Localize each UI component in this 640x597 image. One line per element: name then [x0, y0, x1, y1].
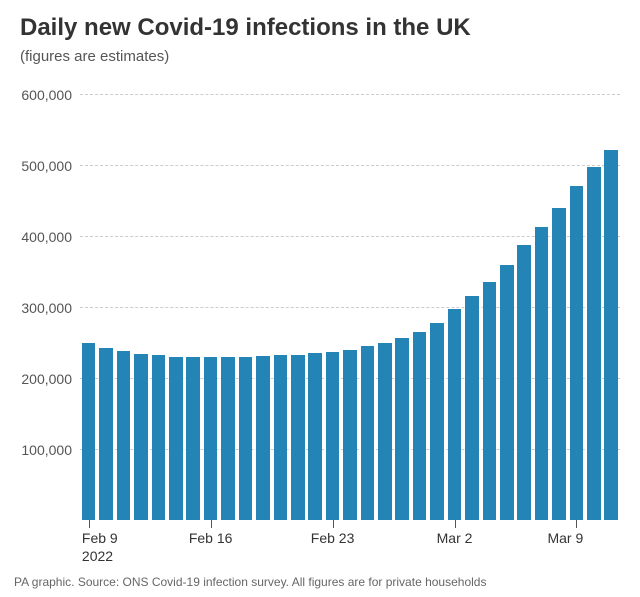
bar — [604, 150, 618, 520]
bar — [256, 356, 270, 520]
plot-area: 100,000200,000300,000400,000500,000600,0… — [80, 80, 620, 520]
bars-group — [80, 80, 620, 520]
chart-footer: PA graphic. Source: ONS Covid-19 infecti… — [14, 575, 486, 589]
x-axis: Feb 9 2022 Feb 16 Feb 23 Mar 2 Mar 9 — [80, 520, 620, 570]
y-axis-label: 600,000 — [21, 87, 72, 103]
bar — [186, 357, 200, 520]
y-axis-label: 500,000 — [21, 158, 72, 174]
x-tick — [455, 520, 456, 528]
chart-container: Daily new Covid-19 infections in the UK … — [0, 0, 640, 597]
bar — [82, 343, 96, 520]
y-axis-label: 300,000 — [21, 300, 72, 316]
chart-title: Daily new Covid-19 infections in the UK — [20, 14, 471, 42]
bar — [169, 357, 183, 520]
bar — [535, 227, 549, 520]
y-axis-label: 100,000 — [21, 442, 72, 458]
bar — [500, 265, 514, 520]
x-axis-label: Mar 2 — [437, 530, 473, 546]
y-axis-label: 400,000 — [21, 229, 72, 245]
bar — [134, 354, 148, 520]
bar — [448, 309, 462, 520]
x-tick — [89, 520, 90, 528]
x-axis-label: Feb 23 — [311, 530, 355, 546]
bar — [570, 186, 584, 520]
bar — [221, 357, 235, 520]
x-tick — [333, 520, 334, 528]
bar — [361, 346, 375, 520]
bar — [413, 332, 427, 520]
bar — [117, 351, 131, 520]
x-axis-sublabel: 2022 — [82, 548, 113, 564]
y-axis-label: 200,000 — [21, 371, 72, 387]
x-axis-label: Feb 16 — [189, 530, 233, 546]
x-tick — [576, 520, 577, 528]
x-axis-label: Mar 9 — [547, 530, 583, 546]
bar — [552, 208, 566, 520]
bar — [291, 355, 305, 520]
bar — [517, 245, 531, 520]
bar — [343, 350, 357, 520]
x-axis-label: Feb 9 — [82, 530, 118, 546]
bar — [152, 355, 166, 520]
bar — [326, 352, 340, 520]
bar — [274, 355, 288, 520]
bar — [239, 357, 253, 520]
bar — [378, 343, 392, 520]
x-tick — [211, 520, 212, 528]
bar — [587, 167, 601, 520]
bar — [99, 348, 113, 520]
bar — [430, 323, 444, 520]
bar — [483, 282, 497, 520]
chart-subtitle: (figures are estimates) — [20, 48, 169, 65]
bar — [395, 338, 409, 520]
bar — [204, 357, 218, 520]
bar — [308, 353, 322, 520]
bar — [465, 296, 479, 520]
